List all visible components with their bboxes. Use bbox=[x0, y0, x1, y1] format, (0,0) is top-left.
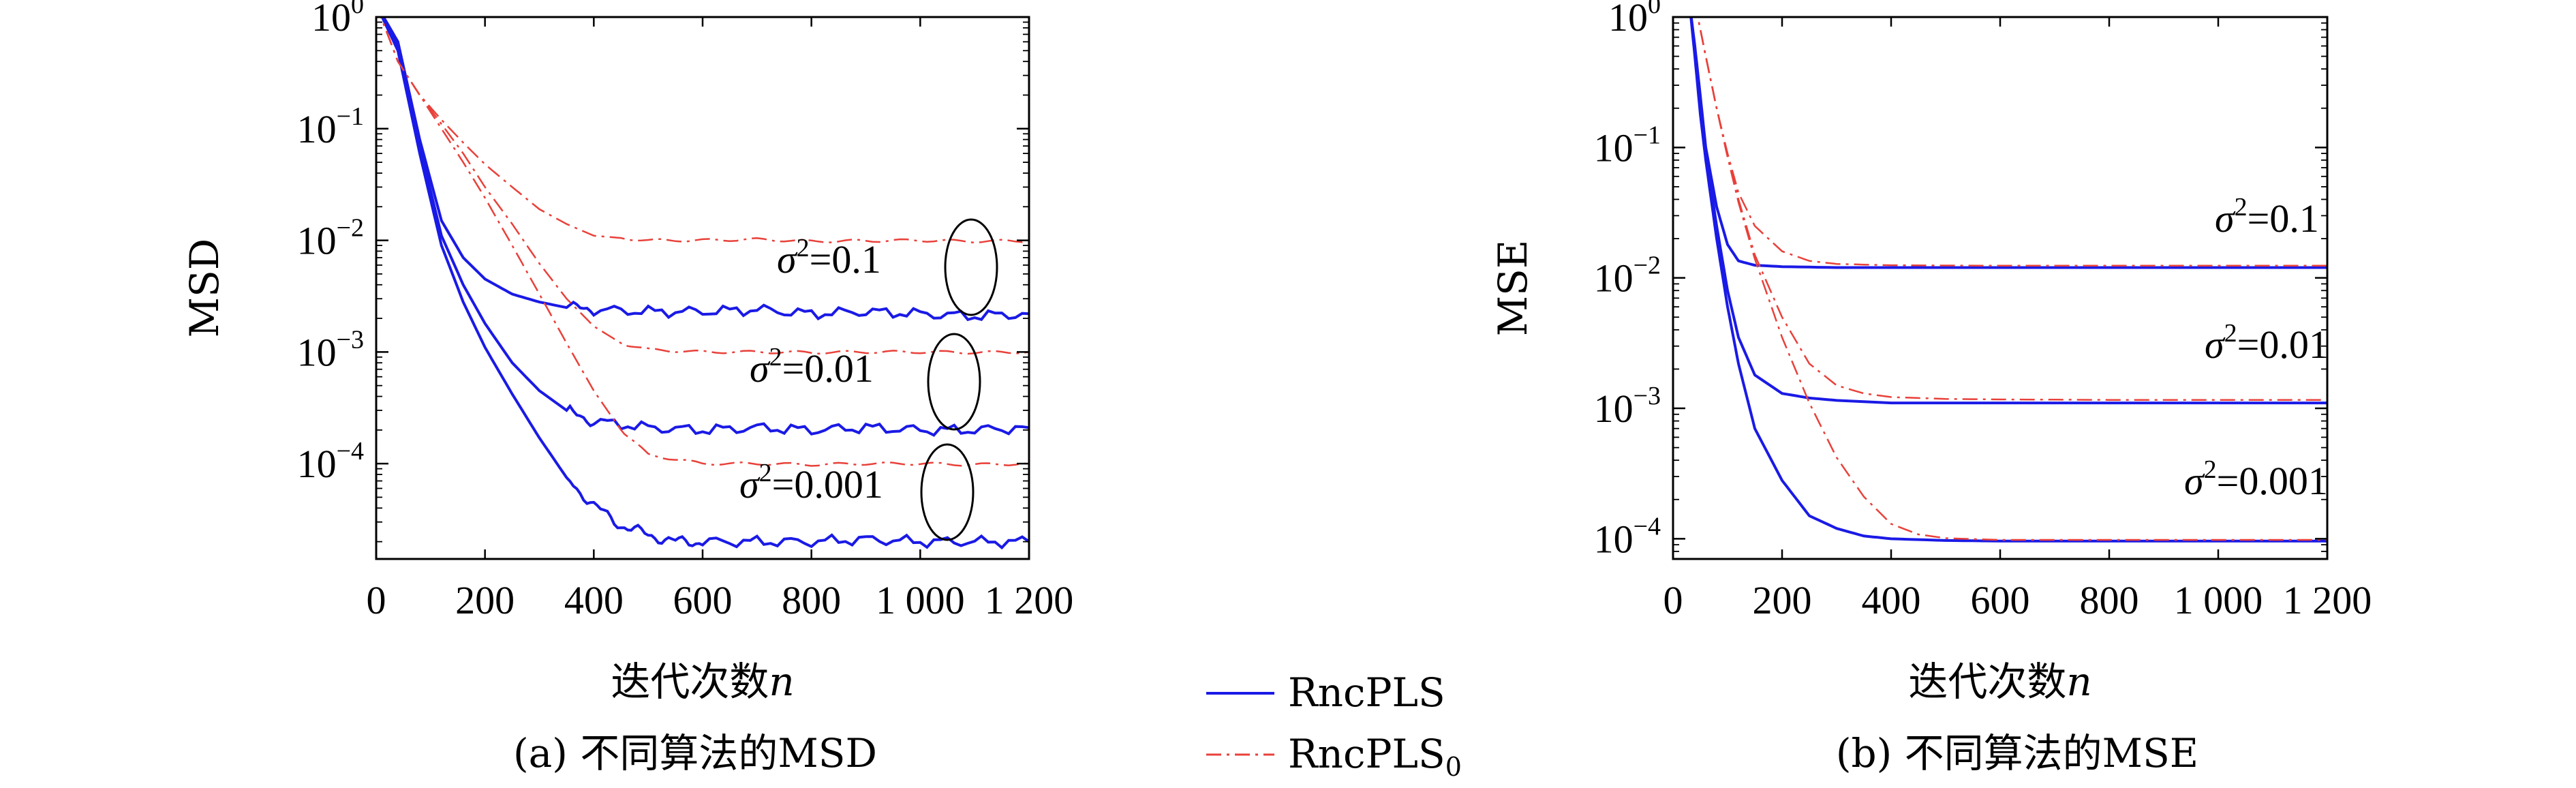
axes-frame bbox=[375, 16, 1030, 560]
legend-label-rncpls0: RncPLS0 bbox=[1288, 731, 1462, 782]
y-axis-label: MSD bbox=[181, 239, 228, 338]
y-tick-label: 10−1 bbox=[1594, 121, 1661, 170]
series-line-rncpls-0_1 bbox=[382, 17, 1029, 322]
y-tick-label: 100 bbox=[1608, 0, 1661, 40]
legend-label-rncpls: RncPLS bbox=[1288, 669, 1445, 716]
series-line-rncpls0-0_001 bbox=[1697, 17, 2327, 541]
noise-annotation: σ2=0.01 bbox=[2205, 319, 2329, 367]
x-axis-label: 迭代次数n bbox=[611, 658, 794, 705]
x-tick-label: 600 bbox=[673, 578, 733, 622]
x-tick-label: 0 bbox=[1663, 578, 1683, 622]
group-ellipse bbox=[927, 333, 981, 431]
series-line-rncpls0-0_001 bbox=[380, 17, 1029, 467]
chart-msd: 0 200 400 600 800 1 000 1 200 100 10−1 10−2 10−3 10… bbox=[181, 0, 1073, 705]
x-tick-label: 600 bbox=[1971, 578, 2030, 622]
x-tick-label: 800 bbox=[782, 578, 841, 622]
y-tick-label: 10−1 bbox=[297, 102, 364, 151]
y-tick-label: 10−2 bbox=[1594, 252, 1661, 301]
x-axis-label: 迭代次数n bbox=[1908, 658, 2091, 705]
x-tick-label: 400 bbox=[564, 578, 624, 622]
x-tick-label: 1 200 bbox=[2283, 578, 2372, 622]
noise-annotation: σ2=0.1 bbox=[2215, 193, 2319, 241]
chart-mse: 0 200 400 600 800 1 000 1 200 100 10−1 10−2 10−3 10… bbox=[1490, 0, 2372, 705]
caption-a: (a) 不同算法的MSD bbox=[513, 730, 877, 776]
series-line-rncpls0-0_1 bbox=[380, 17, 1029, 244]
y-tick-label: 10−3 bbox=[297, 325, 364, 374]
x-tick-label: 1 000 bbox=[2174, 578, 2263, 622]
noise-annotation: σ2=0.001 bbox=[2184, 455, 2328, 503]
y-tick-label: 10−3 bbox=[1594, 382, 1661, 431]
plot-area bbox=[380, 17, 1029, 550]
noise-annotation: σ2=0.01 bbox=[750, 343, 874, 391]
series-line-rncpls0-0_01 bbox=[1697, 17, 2327, 401]
noise-annotation: σ2=0.001 bbox=[739, 459, 883, 506]
series-line-rncpls-0_001 bbox=[1689, 17, 2327, 543]
plot-area bbox=[1689, 17, 2327, 543]
group-ellipse bbox=[944, 218, 998, 316]
legend: RncPLS RncPLS0 bbox=[1206, 669, 1462, 782]
y-tick-label: 10−4 bbox=[297, 437, 364, 486]
x-tick-label: 200 bbox=[1753, 578, 1812, 622]
series-line-rncpls-0_01 bbox=[381, 17, 1029, 437]
x-tick-label: 200 bbox=[455, 578, 515, 622]
x-tick-label: 1 200 bbox=[985, 578, 1074, 622]
y-tick-label: 10−2 bbox=[297, 214, 364, 263]
caption-b: (b) 不同算法的MSE bbox=[1836, 730, 2198, 776]
x-tick-label: 400 bbox=[1862, 578, 1921, 622]
noise-annotation: σ2=0.1 bbox=[777, 234, 881, 282]
y-axis-label: MSE bbox=[1490, 240, 1536, 336]
series-line-rncpls0-0_01 bbox=[380, 17, 1029, 355]
x-tick-label: 800 bbox=[2080, 578, 2139, 622]
series-line-rncpls-0_001 bbox=[380, 17, 1029, 550]
y-tick-label: 100 bbox=[311, 0, 364, 40]
x-tick-label: 1 000 bbox=[876, 578, 965, 622]
group-ellipse bbox=[920, 443, 975, 541]
x-tick-label: 0 bbox=[367, 578, 386, 622]
y-tick-label: 10−4 bbox=[1594, 512, 1661, 561]
